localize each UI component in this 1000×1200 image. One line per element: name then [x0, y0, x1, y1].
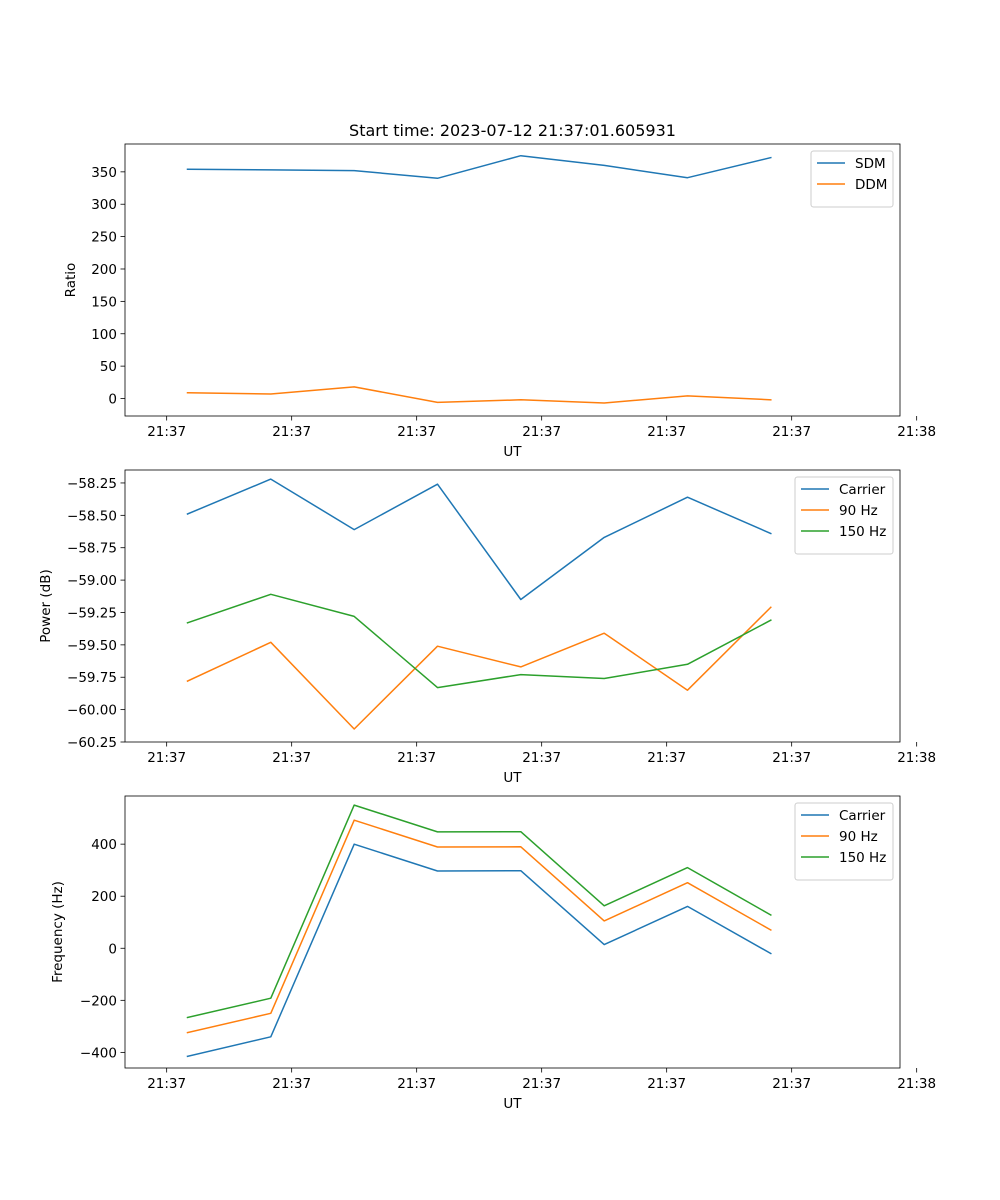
legend: SDM DDM [810, 150, 894, 208]
y-tick-label: 0 [108, 941, 117, 957]
x-tick-label: 21:37 [647, 1076, 686, 1092]
x-tick-label: 21:37 [522, 1076, 561, 1092]
axes-frame [124, 143, 901, 417]
y-tick-label: 200 [91, 262, 117, 278]
chart-panel-1: Start time: 2023-07-12 21:37:01.605931 21… [63, 121, 936, 460]
y-tick-label: 400 [91, 837, 117, 853]
series-line-90-hz [186, 819, 772, 1034]
legend-label: DDM [855, 177, 887, 193]
x-tick-label: 21:37 [772, 750, 811, 766]
x-tick-label: 21:37 [147, 424, 186, 440]
y-tick-label: −59.00 [67, 573, 117, 589]
x-tick-label: 21:37 [522, 750, 561, 766]
x-tick-label: 21:37 [397, 1076, 436, 1092]
y-tick-label: −59.50 [67, 638, 117, 654]
x-tick-label: 21:37 [397, 424, 436, 440]
series-line-150-hz [186, 804, 772, 1019]
axes-frame [124, 469, 901, 743]
y-tick-label: −58.75 [67, 541, 117, 557]
y-tick-label: 250 [91, 230, 117, 246]
x-axis-label: UT [503, 770, 522, 786]
series-line-carrier [186, 478, 772, 601]
y-tick-label: −60.25 [67, 735, 117, 751]
y-tick-label: 0 [108, 392, 117, 408]
x-tick-label: 21:37 [522, 424, 561, 440]
x-tick-label: 21:38 [897, 750, 936, 766]
y-axis-label: Frequency (Hz) [50, 881, 66, 983]
legend-label: 90 Hz [839, 503, 878, 519]
chart-panel-3: 21:37 21:37 21:37 21:37 21:37 21:37 21:38 −400 −… [50, 795, 936, 1112]
x-tick-label: 21:37 [147, 750, 186, 766]
chart-panel-2: 21:37 21:37 21:37 21:37 21:37 21:37 21:38 −60.2… [38, 469, 936, 786]
series-line-ddm [186, 386, 772, 404]
y-tick-label: 300 [91, 197, 117, 213]
x-tick-label: 21:38 [897, 1076, 936, 1092]
legend-label: Carrier [839, 482, 886, 498]
y-tick-label: −58.25 [67, 476, 117, 492]
y-tick-label: −59.25 [67, 605, 117, 621]
legend-label: 150 Hz [839, 524, 886, 540]
x-axis-label: UT [503, 1096, 522, 1112]
x-tick-label: 21:37 [147, 1076, 186, 1092]
y-tick-label: 150 [91, 294, 117, 310]
axes-frame [124, 795, 901, 1069]
series-line-90-hz [186, 606, 772, 730]
y-tick-label: −58.50 [67, 508, 117, 524]
x-tick-label: 21:38 [897, 424, 936, 440]
x-tick-label: 21:37 [772, 424, 811, 440]
y-tick-label: 200 [91, 889, 117, 905]
y-tick-label: −200 [80, 993, 117, 1009]
legend: Carrier 90 Hz 150 Hz [794, 802, 894, 881]
series-line-sdm [186, 154, 772, 180]
x-tick-label: 21:37 [647, 424, 686, 440]
y-axis-label: Ratio [63, 263, 79, 298]
y-axis-label: Power (dB) [38, 569, 54, 642]
legend-label: 90 Hz [839, 829, 878, 845]
y-tick-label: −59.75 [67, 670, 117, 686]
series-line-150-hz [186, 593, 772, 689]
x-tick-label: 21:37 [647, 750, 686, 766]
y-tick-label: −400 [80, 1045, 117, 1061]
legend-box [794, 802, 894, 881]
series-line-carrier [186, 843, 772, 1058]
x-tick-label: 21:37 [772, 1076, 811, 1092]
x-tick-label: 21:37 [397, 750, 436, 766]
x-tick-label: 21:37 [272, 750, 311, 766]
x-axis-label: UT [503, 444, 522, 460]
legend-label: 150 Hz [839, 850, 886, 866]
legend-label: SDM [855, 156, 886, 172]
legend: Carrier 90 Hz 150 Hz [794, 476, 894, 555]
chart-title: Start time: 2023-07-12 21:37:01.605931 [349, 121, 676, 140]
legend-label: Carrier [839, 808, 886, 824]
y-tick-label: −60.00 [67, 703, 117, 719]
x-tick-label: 21:37 [272, 424, 311, 440]
legend-box [810, 150, 894, 208]
y-tick-label: 50 [100, 359, 117, 375]
y-tick-label: 350 [91, 165, 117, 181]
x-tick-label: 21:37 [272, 1076, 311, 1092]
y-tick-label: 100 [91, 327, 117, 343]
legend-box [794, 476, 894, 555]
